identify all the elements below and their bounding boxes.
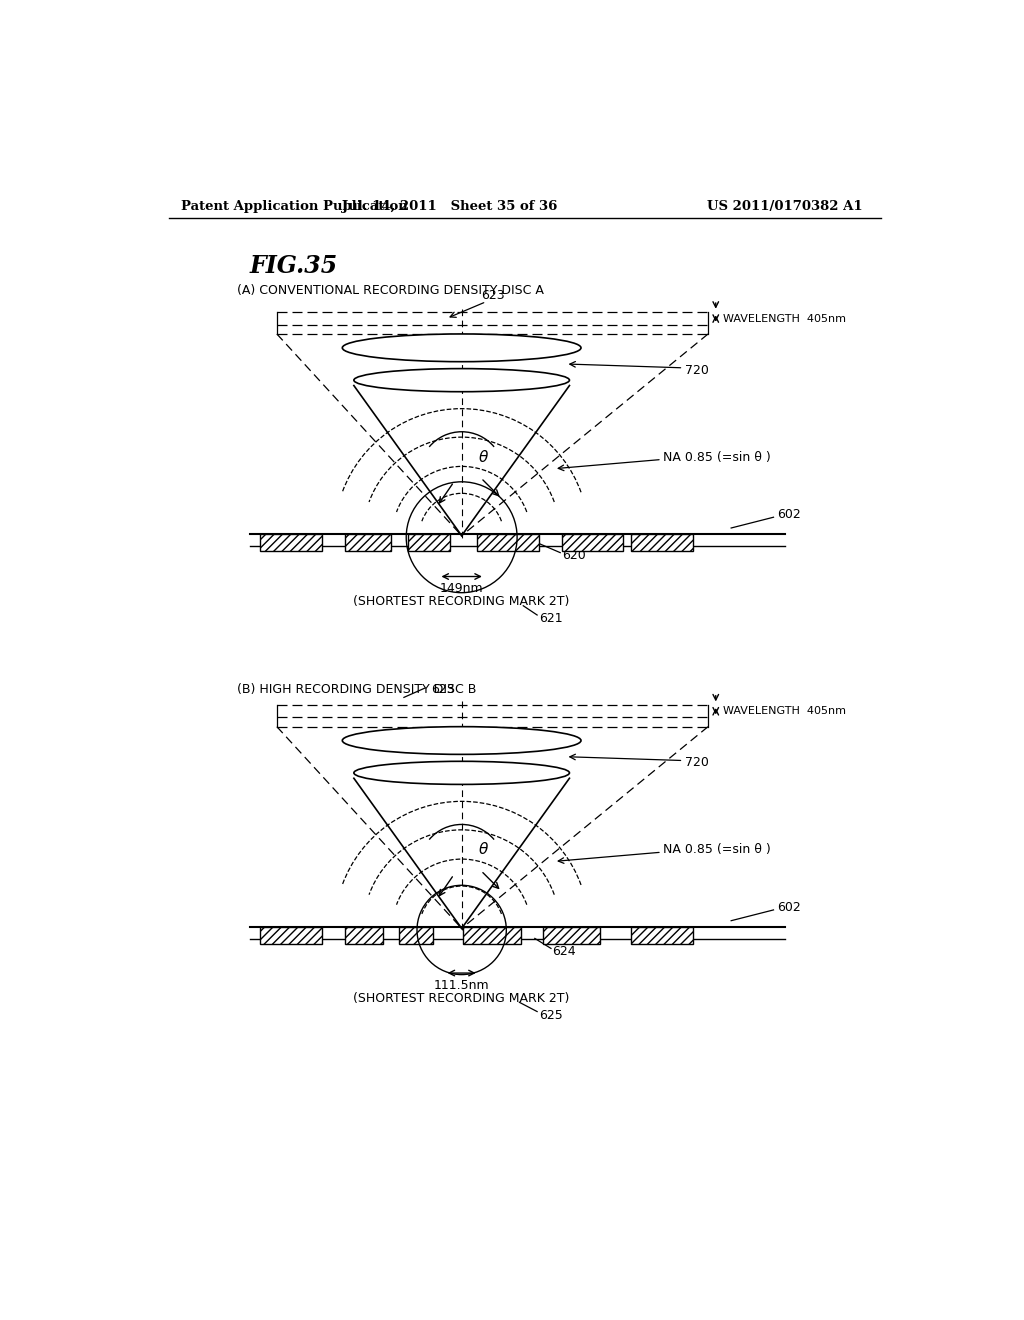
Text: Patent Application Publication: Patent Application Publication [180, 199, 408, 213]
Text: 720: 720 [685, 363, 709, 376]
Text: 620: 620 [562, 549, 586, 562]
Text: Jul. 14, 2011   Sheet 35 of 36: Jul. 14, 2011 Sheet 35 of 36 [342, 199, 558, 213]
Text: NA 0.85 (=sin θ ): NA 0.85 (=sin θ ) [664, 843, 771, 857]
Bar [398, 927, 433, 944]
Ellipse shape [342, 726, 581, 755]
Bar [477, 535, 539, 552]
Ellipse shape [354, 762, 569, 784]
Text: (B) HIGH RECORDING DENSITY DISC B: (B) HIGH RECORDING DENSITY DISC B [237, 684, 476, 696]
Text: 111.5nm: 111.5nm [434, 979, 489, 991]
Text: FIG.35: FIG.35 [250, 255, 338, 279]
Bar [408, 535, 451, 552]
Text: WAVELENGTH  405nm: WAVELENGTH 405nm [724, 314, 847, 323]
Bar [260, 535, 322, 552]
Bar [631, 535, 692, 552]
Text: 720: 720 [685, 756, 709, 770]
Bar [463, 927, 521, 944]
Text: θ: θ [478, 842, 488, 858]
Text: (A) CONVENTIONAL RECORDING DENSITY DISC A: (A) CONVENTIONAL RECORDING DENSITY DISC … [237, 284, 544, 297]
Bar [562, 535, 624, 552]
Ellipse shape [342, 334, 581, 362]
Text: WAVELENGTH  405nm: WAVELENGTH 405nm [724, 706, 847, 717]
Text: 149nm: 149nm [440, 582, 483, 595]
Text: NA 0.85 (=sin θ ): NA 0.85 (=sin θ ) [664, 450, 771, 463]
Text: 624: 624 [553, 945, 577, 958]
Text: θ: θ [478, 450, 488, 465]
Bar [260, 927, 322, 944]
Text: 623: 623 [480, 289, 504, 302]
Text: 602: 602 [777, 508, 801, 521]
Text: 621: 621 [539, 612, 562, 626]
Bar [345, 535, 391, 552]
Text: (SHORTEST RECORDING MARK 2T): (SHORTEST RECORDING MARK 2T) [353, 991, 569, 1005]
Text: 602: 602 [777, 902, 801, 915]
Text: 623: 623 [431, 684, 455, 696]
Text: 625: 625 [539, 1008, 562, 1022]
Text: US 2011/0170382 A1: US 2011/0170382 A1 [708, 199, 863, 213]
Bar [543, 927, 600, 944]
Ellipse shape [354, 368, 569, 392]
Bar [631, 927, 692, 944]
Bar [345, 927, 383, 944]
Text: (SHORTEST RECORDING MARK 2T): (SHORTEST RECORDING MARK 2T) [353, 595, 569, 609]
